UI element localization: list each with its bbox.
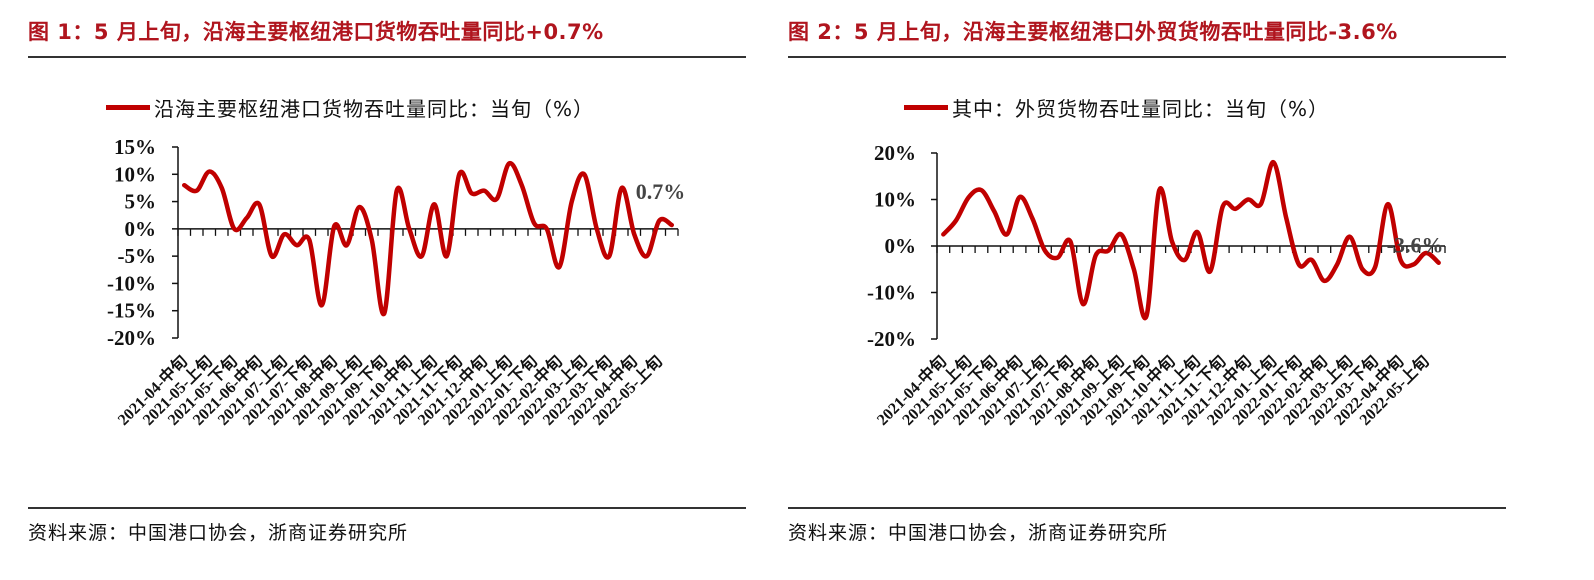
last-value-annotation: -3.6% <box>1387 233 1444 258</box>
y-tick-label: 0% <box>885 234 917 258</box>
y-tick-label: -10% <box>107 271 156 295</box>
figure-1-bottom-rule <box>28 507 746 509</box>
figure-2-legend-label: 其中：外贸货物吞吐量同比：当旬（%） <box>952 97 1330 121</box>
series-line <box>941 160 1441 321</box>
y-tick-label: 10% <box>114 162 156 186</box>
figure-1-source: 资料来源：中国港口协会，浙商证券研究所 <box>28 522 409 544</box>
y-tick-label: -20% <box>867 327 916 351</box>
figure-1-title: 图 1：5 月上旬，沿海主要枢纽港口货物吞吐量同比+0.7% <box>28 20 604 44</box>
y-tick-label: 15% <box>114 135 156 159</box>
figure-2: 图 2：5 月上旬，沿海主要枢纽港口外贸货物吞吐量同比-3.6% 其中：外贸货物… <box>788 0 1508 580</box>
last-value-annotation: 0.7% <box>636 179 686 204</box>
figure-2-legend: 其中：外贸货物吞吐量同比：当旬（%） <box>904 93 1329 122</box>
legend-line-swatch-icon <box>904 105 948 110</box>
y-tick-label: 5% <box>125 190 157 214</box>
figure-2-source: 资料来源：中国港口协会，浙商证券研究所 <box>788 522 1169 544</box>
figure-2-line-chart: 20%10%0%-10%-20%2021-04-中旬2021-05-上旬2021… <box>867 141 1446 429</box>
figure-2-bottom-rule <box>788 507 1506 509</box>
y-tick-label: -5% <box>118 244 157 268</box>
y-tick-label: 0% <box>125 217 157 241</box>
legend-line-swatch-icon <box>106 105 150 110</box>
series-line <box>182 160 674 317</box>
y-tick-label: 20% <box>874 141 916 165</box>
y-tick-label: -20% <box>107 326 156 350</box>
figure-2-top-rule <box>788 56 1506 58</box>
figure-1-legend-label: 沿海主要枢纽港口货物吞吐量同比：当旬（%） <box>154 97 595 121</box>
figure-1-top-rule <box>28 56 746 58</box>
y-tick-label: -15% <box>107 299 156 323</box>
figure-1-legend: 沿海主要枢纽港口货物吞吐量同比：当旬（%） <box>106 93 594 122</box>
figure-2-title: 图 2：5 月上旬，沿海主要枢纽港口外贸货物吞吐量同比-3.6% <box>788 20 1398 44</box>
y-tick-label: 10% <box>874 188 916 212</box>
figure-1-line-chart: 15%10%5%0%-5%-10%-15%-20%2021-04-中旬2021-… <box>107 135 686 429</box>
figure-1: 图 1：5 月上旬，沿海主要枢纽港口货物吞吐量同比+0.7% 沿海主要枢纽港口货… <box>28 0 748 580</box>
y-tick-label: -10% <box>867 281 916 305</box>
